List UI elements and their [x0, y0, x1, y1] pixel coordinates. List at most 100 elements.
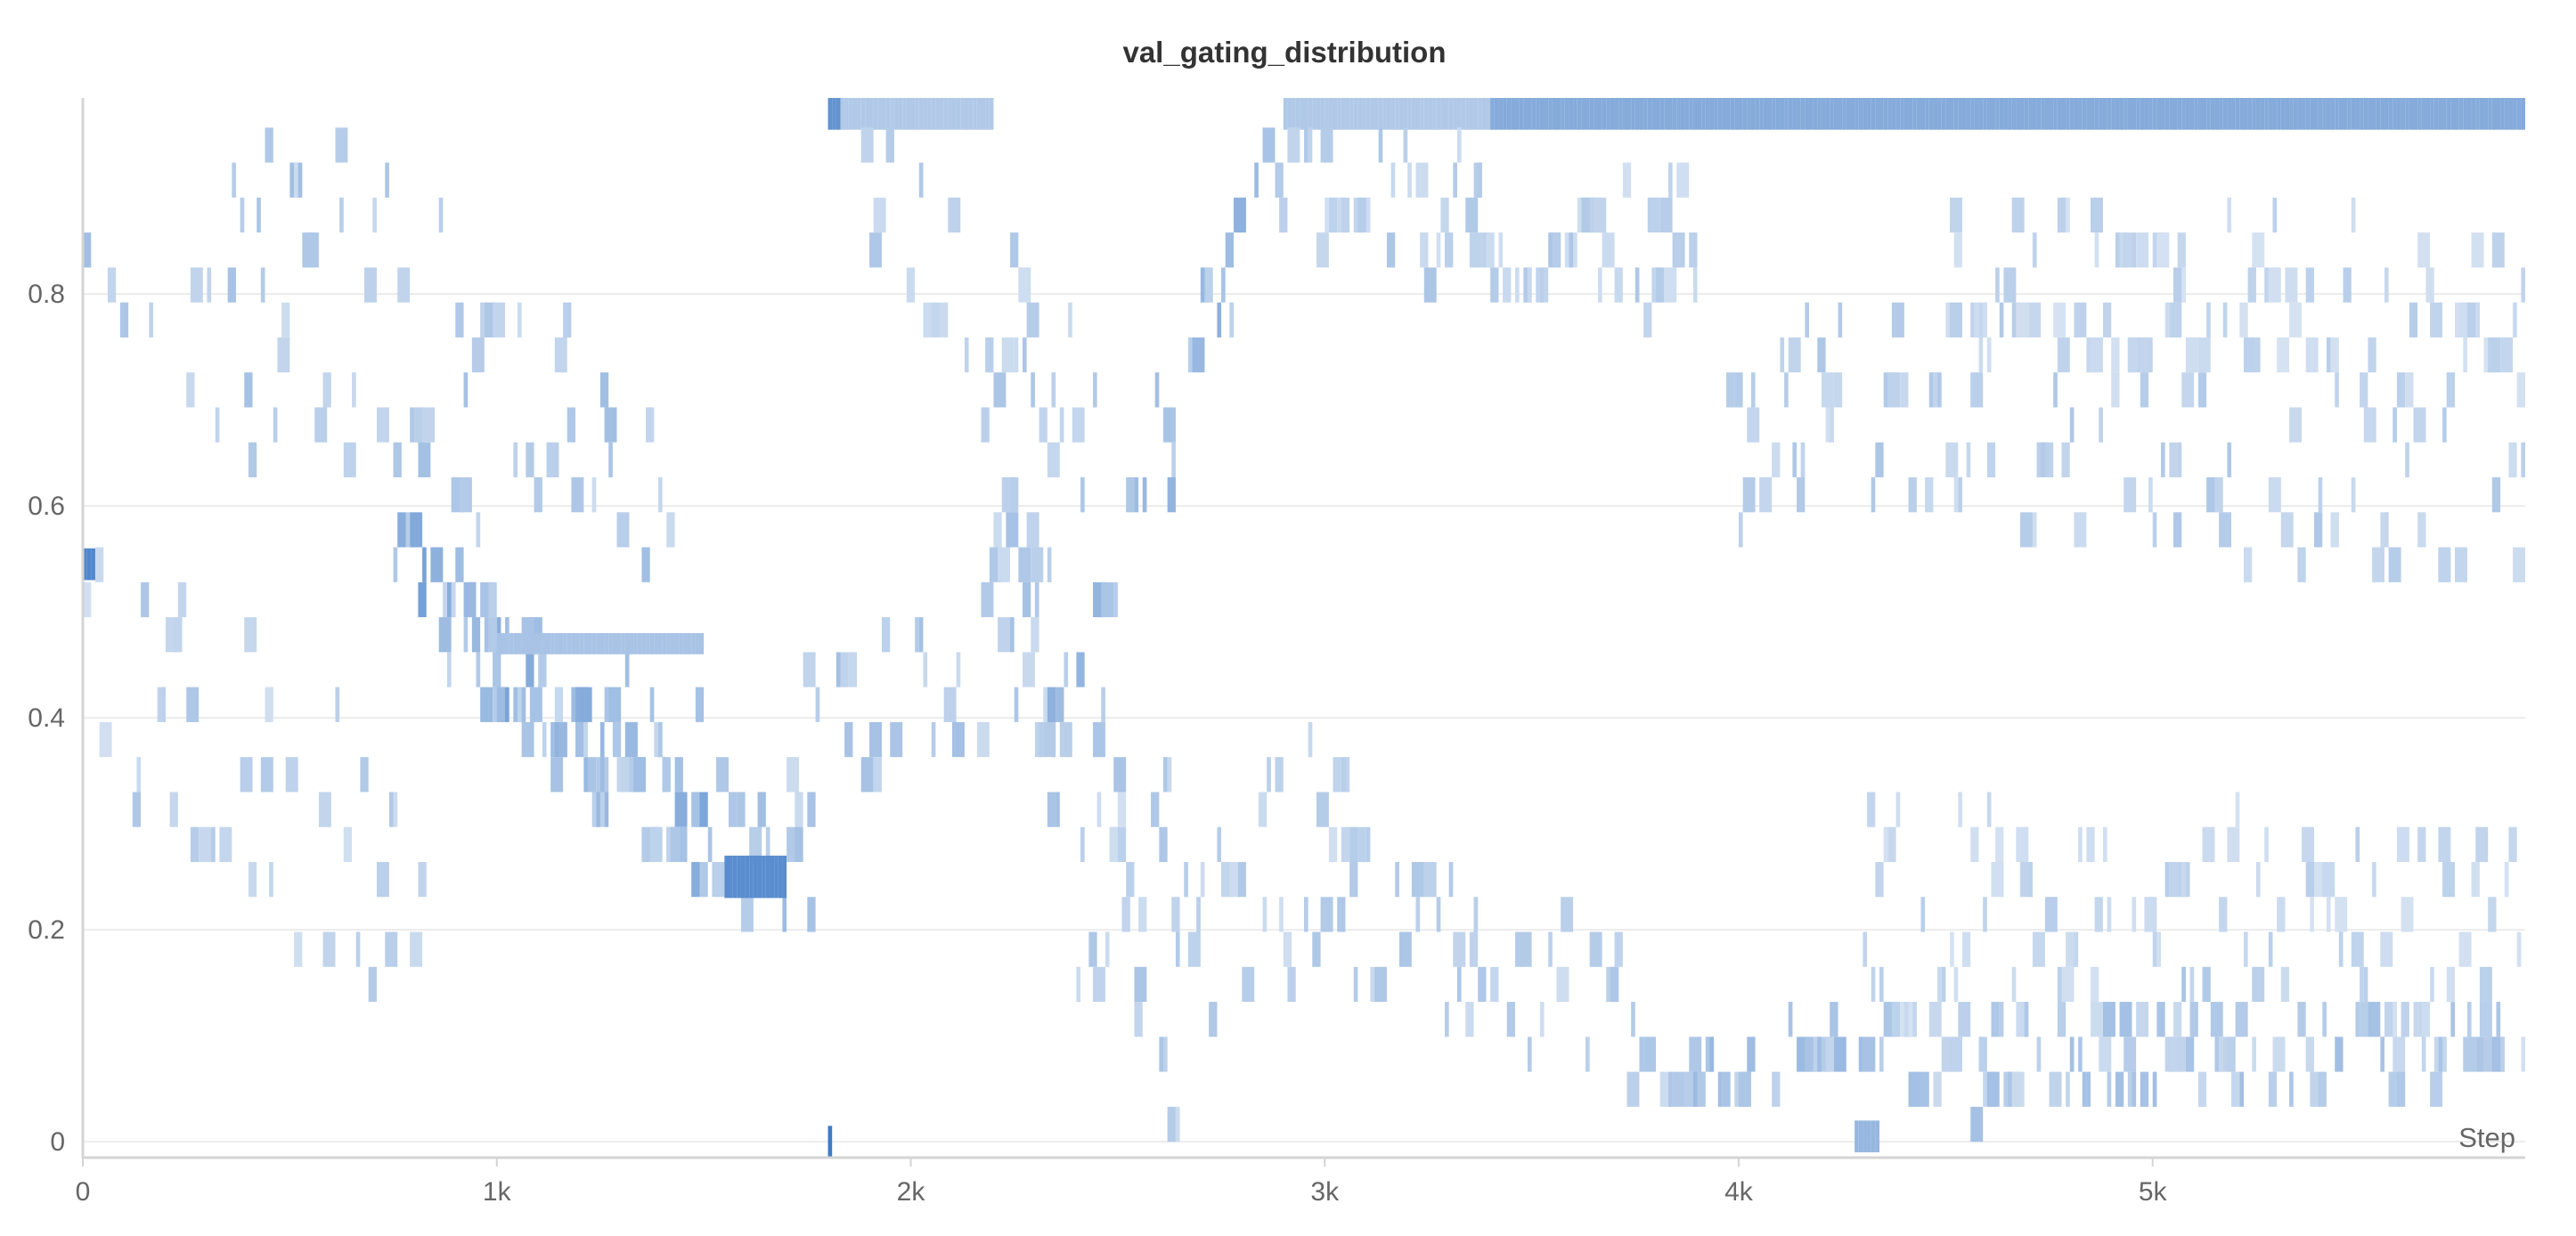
heatmap-cell: [1875, 1120, 1879, 1153]
heatmap-cell: [1775, 98, 1781, 130]
heatmap-cell: [2360, 98, 2364, 130]
heatmap-cell: [2496, 1002, 2501, 1037]
heatmap-cell: [2181, 966, 2186, 1003]
heatmap-cell: [119, 302, 129, 337]
heatmap-cell: [1349, 98, 1354, 130]
heatmap-cell: [2289, 1071, 2294, 1107]
heatmap-cell: [1337, 98, 1341, 130]
heatmap-cell: [699, 632, 705, 655]
heatmap-cell: [1656, 98, 1660, 130]
heatmap-cell: [976, 98, 982, 130]
heatmap-cell: [2164, 861, 2170, 898]
heatmap-cell: [2384, 98, 2389, 130]
heatmap-cell: [1978, 337, 1984, 373]
heatmap-cell: [2488, 897, 2497, 932]
heatmap-cell: [1287, 98, 1292, 130]
heatmap-cell: [529, 687, 542, 722]
heatmap-cell: [1871, 98, 1876, 130]
heatmap-cell: [1328, 197, 1338, 233]
heatmap-cell: [1001, 337, 1015, 373]
heatmap-cell: [2094, 98, 2099, 130]
heatmap-cell: [1171, 897, 1180, 932]
heatmap-cell: [1602, 232, 1615, 268]
heatmap-cell: [666, 512, 675, 548]
heatmap-cell: [1883, 98, 1888, 130]
heatmap-cell: [608, 442, 613, 478]
axis-layer: [81, 98, 2525, 1159]
heatmap-cell: [1167, 757, 1172, 793]
heatmap-cell: [840, 98, 845, 130]
heatmap-cell: [2099, 98, 2103, 130]
heatmap-cell: [1569, 98, 1574, 130]
heatmap-cell: [2255, 337, 2261, 373]
heatmap-cell: [2185, 1037, 2195, 1072]
heatmap-cell: [2272, 197, 2278, 233]
heatmap-cell: [376, 861, 389, 898]
heatmap-cell: [2417, 232, 2431, 268]
heatmap-cell: [2380, 931, 2393, 967]
heatmap-cell: [1312, 98, 1317, 130]
heatmap-cell: [1983, 302, 1987, 337]
heatmap-cell: [729, 792, 738, 827]
heatmap-cell: [1656, 267, 1665, 303]
heatmap-cell: [654, 721, 663, 758]
heatmap-cell: [2454, 98, 2459, 130]
heatmap-cell: [2305, 267, 2314, 303]
heatmap-cell: [2164, 98, 2170, 130]
heatmap-cell: [563, 302, 572, 337]
heatmap-cell: [2351, 477, 2356, 513]
heatmap-cell: [393, 442, 402, 478]
heatmap-cell: [940, 98, 944, 130]
heatmap-cell: [1022, 337, 1027, 373]
heatmap-cell: [915, 617, 919, 653]
heatmap-cell: [385, 931, 398, 967]
heatmap-cell: [2061, 98, 2067, 130]
heatmap-cell: [422, 407, 436, 443]
heatmap-cell: [2479, 1002, 2492, 1037]
heatmap-cell: [2164, 302, 2170, 337]
heatmap-cell: [91, 548, 95, 581]
heatmap-cell: [1867, 792, 1876, 827]
heatmap-cell: [1647, 197, 1660, 233]
heatmap-cell: [2368, 98, 2373, 130]
heatmap-cell: [827, 1126, 833, 1158]
heatmap-cell: [2102, 98, 2107, 130]
heatmap-cell: [2513, 547, 2525, 582]
heatmap-cell: [807, 792, 816, 827]
heatmap-cell: [2289, 302, 2303, 337]
heatmap-cell: [832, 98, 836, 130]
heatmap-cell: [2032, 98, 2037, 130]
heatmap-cell: [860, 757, 874, 793]
heatmap-cell: [2277, 337, 2290, 373]
heatmap-cell: [393, 547, 398, 582]
heatmap-cell: [695, 687, 705, 722]
heatmap-cell: [1175, 1106, 1180, 1142]
heatmap-cell: [649, 826, 663, 862]
heatmap-cell: [2049, 98, 2054, 130]
heatmap-cell: [1953, 232, 1962, 268]
heatmap-cell: [1523, 98, 1528, 130]
heatmap-cell: [1204, 267, 1213, 303]
heatmap-cell: [2421, 98, 2426, 130]
heatmap-cell: [1920, 1071, 1929, 1107]
heatmap-cell: [571, 477, 584, 513]
heatmap-cell: [240, 197, 245, 233]
heatmap-cell: [599, 632, 605, 655]
heatmap-cell: [2214, 98, 2220, 130]
heatmap-cell: [2302, 98, 2306, 130]
x-tick-label: 1k: [483, 1177, 512, 1207]
heatmap-cell: [542, 721, 547, 758]
heatmap-cell: [2513, 98, 2517, 130]
heatmap-cell: [2003, 267, 2017, 303]
heatmap-cell: [1341, 197, 1350, 233]
heatmap-cell: [1159, 826, 1168, 862]
heatmap-cell: [2119, 232, 2124, 268]
heatmap-cell: [1353, 98, 1358, 130]
heatmap-cell: [1684, 98, 1690, 130]
y-tick-label: 0.8: [28, 280, 65, 309]
heatmap-cell: [737, 792, 746, 827]
heatmap-cell: [1730, 98, 1735, 130]
heatmap-cell: [2235, 98, 2240, 130]
y-tick-label: 0: [50, 1127, 65, 1157]
heatmap-cell: [2450, 98, 2455, 130]
